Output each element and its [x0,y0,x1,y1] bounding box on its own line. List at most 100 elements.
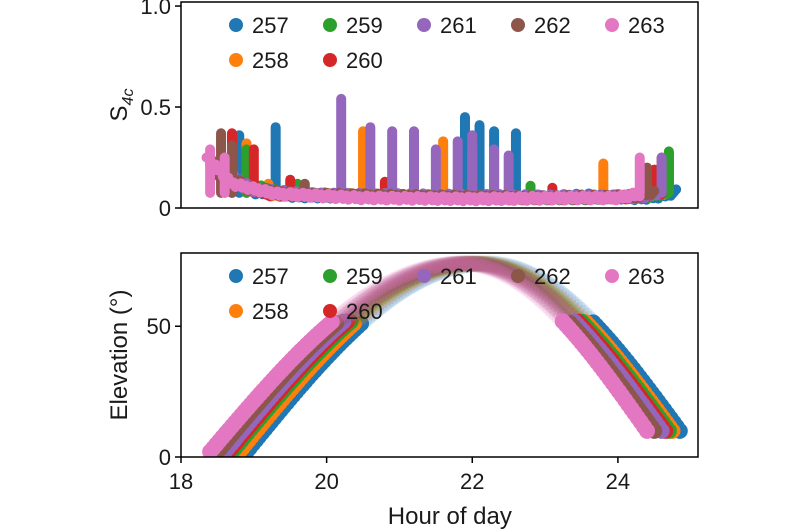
data-point [345,296,362,313]
data-point [337,307,354,324]
data-point [438,257,455,274]
scintillation-spike [598,158,609,198]
data-point [352,295,369,312]
data-point [526,274,543,291]
data-point [458,255,475,272]
data-point [522,269,539,286]
data-point [493,263,510,280]
data-point [376,290,393,307]
data-point [371,282,388,299]
data-point [341,308,358,325]
data-point [542,285,559,302]
data-point [398,266,415,283]
data-point [376,284,393,301]
data-point [389,279,406,296]
data-point [399,267,416,284]
data-point [429,260,446,277]
data-point [544,279,561,296]
data-point [478,257,495,274]
data-point [523,272,540,289]
data-point [469,255,486,272]
data-point [550,288,567,305]
data-point [367,291,384,308]
data-point [429,257,446,274]
data-point [351,303,368,320]
data-point [358,287,375,304]
data-point [388,275,405,292]
data-point [430,258,447,275]
data-point [370,291,387,308]
data-point [469,255,486,272]
data-point [439,261,456,278]
data-point [385,279,402,296]
data-point [395,267,412,284]
data-point [392,277,409,294]
legend-marker [229,269,243,283]
data-point [639,422,656,439]
data-point [452,258,469,275]
scintillation-spike [634,152,645,198]
data-point [455,255,472,272]
data-point [524,281,541,298]
data-point [348,305,365,322]
legend-marker [229,53,243,67]
data-point [551,283,568,300]
data-point [404,270,421,287]
legend-marker [323,304,337,318]
scintillation-spike [430,144,441,198]
data-point [445,255,462,272]
data-point [479,259,496,276]
data-point [398,273,415,290]
data-point [398,272,415,289]
data-point [444,258,461,275]
data-point [554,295,571,312]
scintillation-spike [387,126,398,198]
legend-marker [605,18,619,32]
data-point [492,258,509,275]
data-point [383,282,400,299]
data-point [466,255,483,272]
y-tick-label: 0 [159,445,171,470]
data-point [533,288,550,305]
data-point [540,281,557,298]
data-point [362,288,379,305]
data-point [432,258,449,275]
data-point [432,261,449,278]
legend-item-257: 257 [229,264,289,289]
data-point [336,303,353,320]
data-point [541,287,558,304]
plot-frame [180,252,699,458]
y-axis-title: S4c [106,89,137,122]
data-point [456,255,473,272]
y-tick-label: 50 [147,314,171,339]
data-point [368,302,385,319]
data-point [495,259,512,276]
data-point [361,285,378,302]
data-point [442,255,459,272]
legend-label: 257 [252,264,289,289]
data-point [447,257,464,274]
data-point [368,284,385,301]
data-point [544,290,561,307]
data-point [450,255,467,272]
data-point [529,269,546,286]
data-point [554,285,571,302]
data-point [498,260,515,277]
data-point [402,278,419,295]
data-point [367,281,384,298]
data-point [435,258,452,275]
data-point [405,276,422,293]
data-point [460,255,477,272]
data-point [393,284,410,301]
data-point [378,280,395,297]
legend-label: 257 [252,13,289,38]
data-point [404,273,421,290]
data-point [454,256,471,273]
data-point [363,291,380,308]
data-point [523,284,540,301]
data-point [354,300,371,317]
data-point [526,267,543,284]
legend-label: 260 [346,299,383,324]
data-point [386,280,403,297]
